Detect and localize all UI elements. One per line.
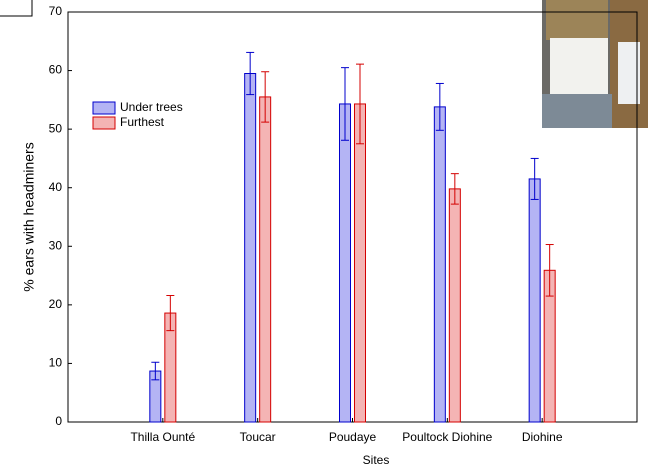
legend-swatch [93, 102, 115, 114]
y-tick-label: 30 [49, 238, 63, 252]
y-tick-label: 50 [49, 121, 63, 135]
bar [449, 189, 460, 422]
bar [340, 104, 351, 422]
legend-label: Furthest [120, 115, 165, 129]
bar [434, 107, 445, 422]
bar [245, 74, 256, 423]
legend-label: Under trees [120, 100, 183, 114]
y-tick-label: 10 [49, 356, 63, 370]
y-tick-label: 40 [49, 180, 63, 194]
y-tick-label: 20 [49, 297, 63, 311]
y-tick-label: 70 [49, 4, 63, 18]
y-tick-label: 0 [55, 414, 62, 428]
x-tick-label: Poultock Diohine [402, 430, 492, 444]
x-tick-label: Thilla Ounté [130, 430, 195, 444]
bar [529, 179, 540, 422]
bar [355, 104, 366, 422]
x-tick-label: Poudaye [329, 430, 377, 444]
x-tick-label: Diohine [522, 430, 563, 444]
x-axis-label: Sites [363, 453, 390, 467]
y-axis-label: % ears with headminers [21, 142, 37, 291]
y-tick-label: 60 [49, 63, 63, 77]
x-tick-label: Toucar [240, 430, 276, 444]
bar [260, 97, 271, 422]
legend-swatch [93, 117, 115, 129]
chart: Sites % ears with headminers 0 10 20 30 40 50… [0, 0, 648, 469]
photo [542, 0, 648, 128]
